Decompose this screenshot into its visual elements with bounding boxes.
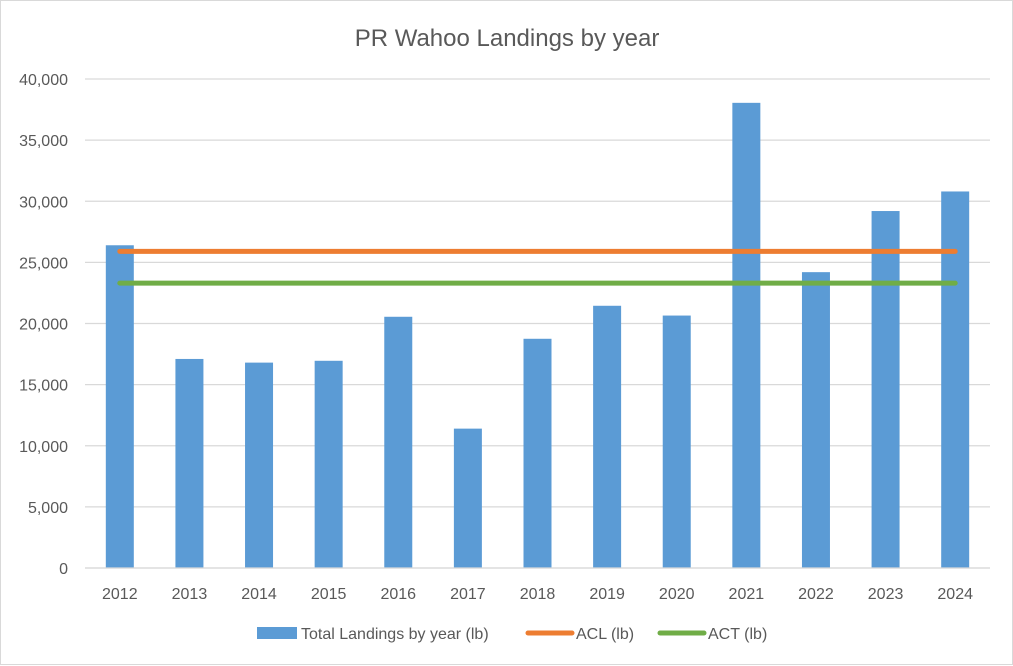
legend-label: ACL (lb) [576,626,634,643]
bar [384,316,413,568]
x-tick-label: 2019 [589,586,625,603]
y-tick-label: 15,000 [19,378,68,395]
bar [175,358,204,568]
legend: Total Landings by year (lb) ACL (lb) ACT (… [257,626,767,643]
bar [593,305,622,568]
x-tick-label: 2022 [798,586,834,603]
x-tick-label: 2018 [520,586,556,603]
bar [245,362,274,568]
bar [105,245,134,568]
line-series [117,248,958,286]
x-tick-label: 2014 [241,586,277,603]
y-axis: 0 5,000 10,000 15,000 20,000 25,000 30,000 35,0… [19,72,68,578]
x-tick-label: 2023 [868,586,904,603]
x-tick-label: 2020 [659,586,695,603]
bar [662,315,691,568]
bar [453,428,482,568]
x-tick-label: 2016 [380,586,416,603]
x-tick-label: 2015 [311,586,347,603]
y-tick-label: 40,000 [19,72,68,89]
x-tick-label: 2012 [102,586,138,603]
y-tick-label: 25,000 [19,255,68,272]
legend-item: ACT (lb) [657,626,767,643]
y-tick-label: 10,000 [19,439,68,456]
y-tick-label: 20,000 [19,317,68,334]
bar [314,360,343,568]
y-tick-label: 35,000 [19,133,68,150]
x-axis: 2012 2013 2014 2015 2016 2017 2018 2019 2020 2021… [85,567,990,603]
x-tick-label: 2017 [450,586,486,603]
x-tick-label: 2021 [729,586,765,603]
legend-item: ACL (lb) [525,626,634,643]
x-tick-label: 2013 [172,586,208,603]
bar [732,102,761,569]
legend-swatch [257,627,297,639]
bar [941,191,970,568]
y-tick-label: 30,000 [19,194,68,211]
x-tick-label: 2024 [937,586,973,603]
bar [801,272,830,568]
bar [523,338,552,568]
bar-series [105,102,970,569]
legend-label: Total Landings by year (lb) [301,626,489,643]
legend-label: ACT (lb) [708,626,767,643]
legend-item: Total Landings by year (lb) [257,626,489,643]
y-tick-label: 0 [59,561,68,578]
y-tick-label: 5,000 [28,500,68,517]
gridlines [85,78,990,569]
bar [871,211,900,568]
chart-title: PR Wahoo Landings by year [355,25,660,52]
